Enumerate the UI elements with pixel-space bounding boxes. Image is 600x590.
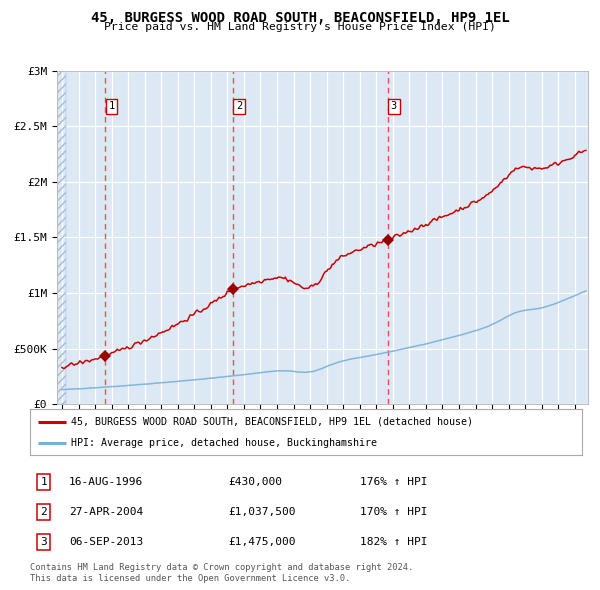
Text: 06-SEP-2013: 06-SEP-2013 (69, 537, 143, 547)
Text: £1,475,000: £1,475,000 (228, 537, 296, 547)
Text: 45, BURGESS WOOD ROAD SOUTH, BEACONSFIELD, HP9 1EL (detached house): 45, BURGESS WOOD ROAD SOUTH, BEACONSFIEL… (71, 417, 473, 427)
Text: HPI: Average price, detached house, Buckinghamshire: HPI: Average price, detached house, Buck… (71, 438, 377, 448)
Text: 3: 3 (391, 101, 397, 112)
Text: 2: 2 (40, 507, 47, 517)
Text: 1: 1 (40, 477, 47, 487)
Text: 16-AUG-1996: 16-AUG-1996 (69, 477, 143, 487)
Text: 45, BURGESS WOOD ROAD SOUTH, BEACONSFIELD, HP9 1EL: 45, BURGESS WOOD ROAD SOUTH, BEACONSFIEL… (91, 11, 509, 25)
Text: 3: 3 (40, 537, 47, 547)
Text: £430,000: £430,000 (228, 477, 282, 487)
Text: Contains HM Land Registry data © Crown copyright and database right 2024.
This d: Contains HM Land Registry data © Crown c… (30, 563, 413, 583)
Text: 176% ↑ HPI: 176% ↑ HPI (360, 477, 427, 487)
Text: 182% ↑ HPI: 182% ↑ HPI (360, 537, 427, 547)
Text: Price paid vs. HM Land Registry's House Price Index (HPI): Price paid vs. HM Land Registry's House … (104, 22, 496, 32)
Text: 170% ↑ HPI: 170% ↑ HPI (360, 507, 427, 517)
Text: 2: 2 (236, 101, 242, 112)
Text: 1: 1 (109, 101, 115, 112)
Text: 27-APR-2004: 27-APR-2004 (69, 507, 143, 517)
Text: £1,037,500: £1,037,500 (228, 507, 296, 517)
